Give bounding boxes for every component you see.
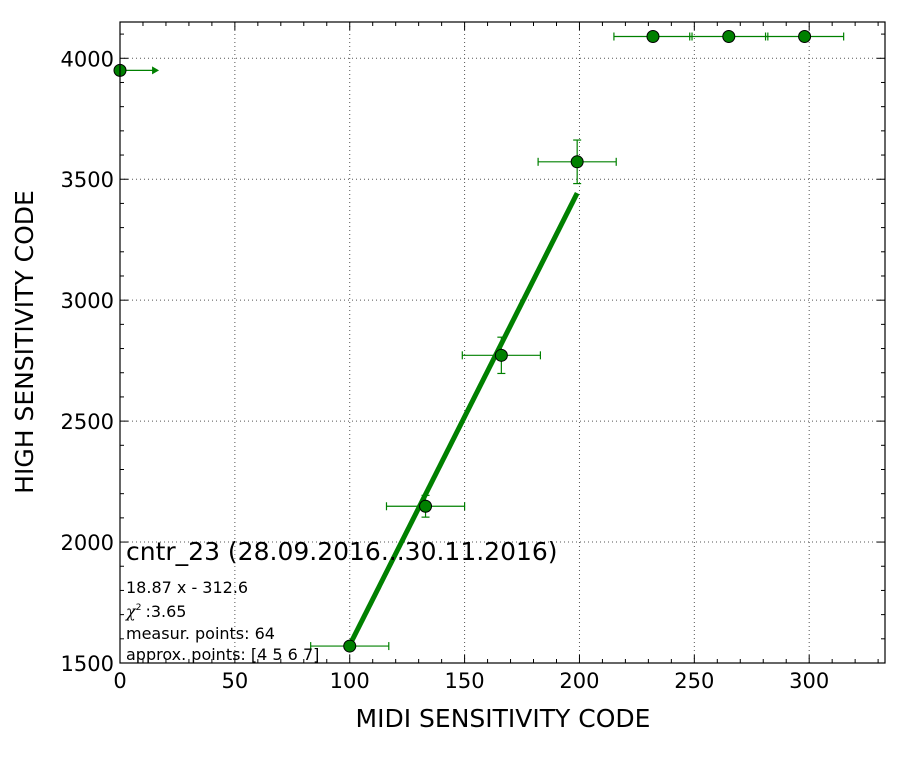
data-point	[764, 30, 845, 44]
data-points	[113, 30, 845, 653]
chi-symbol: χ	[125, 602, 137, 621]
data-point	[385, 494, 466, 518]
point-marker	[494, 348, 508, 362]
data-point	[537, 139, 617, 185]
x-tick-label: 100	[330, 669, 370, 693]
chi-superscript: 2	[136, 603, 142, 613]
data-point	[689, 30, 769, 44]
y-tick-label: 4000	[61, 47, 114, 71]
data-point	[310, 639, 390, 653]
y-tick-label: 3000	[61, 289, 114, 313]
point-marker	[570, 155, 584, 169]
point-marker	[419, 499, 433, 513]
chart-title: cntr_23 (28.09.2016...30.11.2016)	[126, 537, 558, 566]
chi-square-annotation: χ2:3.65	[125, 602, 186, 621]
data-point	[113, 63, 160, 77]
y-tick-labels: 1500 2000 2500 3000 3500 4000	[61, 47, 114, 676]
limit-arrow-head	[152, 66, 160, 75]
measured-points-count: measur. points: 64	[126, 624, 275, 643]
y-tick-label: 2500	[61, 410, 114, 434]
point-marker	[798, 30, 812, 44]
x-tick-label: 200	[559, 669, 599, 693]
fit-line	[347, 192, 580, 647]
chi-value: :3.65	[145, 602, 186, 621]
x-tick-label: 50	[221, 669, 248, 693]
x-tick-label: 150	[445, 669, 485, 693]
y-axis-label: HIGH SENSITIVITY CODE	[10, 190, 39, 494]
data-point	[461, 336, 542, 375]
y-tick-label: 2000	[61, 531, 114, 555]
x-tick-labels: 0 50 100 150 200 250 300	[113, 669, 829, 693]
x-tick-label: 300	[789, 669, 829, 693]
fit-line-layer	[347, 192, 580, 647]
plot-frame	[119, 21, 886, 664]
minor-ticks	[119, 22, 885, 664]
data-point	[613, 30, 693, 44]
grid	[120, 22, 885, 663]
point-marker	[722, 30, 736, 44]
point-marker	[646, 30, 660, 44]
approx-points-list: approx. points: [4 5 6 7]	[126, 645, 319, 664]
y-tick-label: 3500	[61, 168, 114, 192]
x-axis-label: MIDI SENSITIVITY CODE	[356, 704, 651, 733]
fit-equation: 18.87 x - 312.6	[126, 578, 248, 597]
y-tick-label: 1500	[61, 652, 114, 676]
x-tick-label: 250	[674, 669, 714, 693]
point-marker	[343, 639, 357, 653]
x-tick-label: 0	[113, 669, 126, 693]
